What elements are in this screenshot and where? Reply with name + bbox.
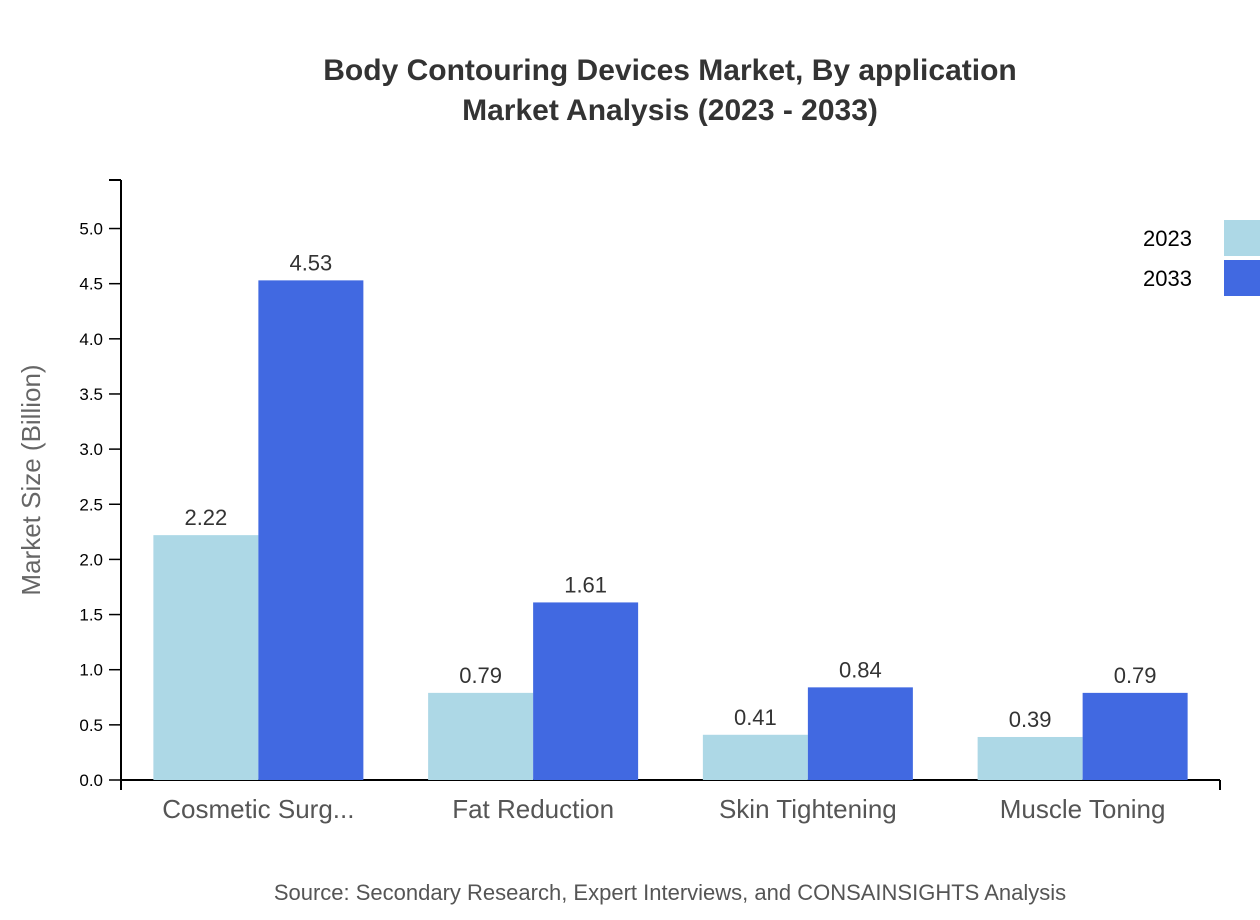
y-tick-label: 3.0	[79, 440, 103, 459]
chart-title: Body Contouring Devices Market, By appli…	[323, 54, 1016, 87]
y-tick-label: 3.5	[79, 385, 103, 404]
y-tick-label: 0.0	[79, 771, 103, 790]
legend-label: 2033	[1143, 266, 1192, 291]
bar-2033	[807, 687, 913, 780]
data-label: 0.41	[734, 705, 777, 730]
y-tick-label: 4.0	[79, 330, 103, 349]
chart-subtitle: Market Analysis (2023 - 2033)	[462, 94, 878, 127]
x-tick-label: Muscle Toning	[1000, 794, 1166, 824]
bar-2023	[153, 535, 259, 780]
y-tick-label: 5.0	[79, 220, 103, 239]
bar-2023	[428, 692, 534, 780]
bar-2033	[258, 280, 364, 780]
y-tick-label: 0.5	[79, 716, 103, 735]
y-tick-label: 2.5	[79, 495, 103, 514]
bar-2033	[1082, 692, 1188, 780]
x-tick-label: Cosmetic Surg...	[162, 794, 354, 824]
data-label: 1.61	[564, 572, 607, 597]
bar-2023	[702, 734, 808, 780]
data-label: 0.39	[1009, 707, 1052, 732]
y-tick-label: 1.5	[79, 606, 103, 625]
bar-2033	[533, 602, 639, 780]
source-note: Source: Secondary Research, Expert Inter…	[274, 880, 1066, 905]
y-tick-label: 2.0	[79, 550, 103, 569]
legend-swatch	[1224, 260, 1260, 296]
legend-label: 2023	[1143, 226, 1192, 251]
data-label: 2.22	[184, 505, 227, 530]
y-axis-label: Market Size (Billion)	[16, 364, 46, 595]
y-tick-label: 4.5	[79, 275, 103, 294]
legend-swatch	[1224, 220, 1260, 256]
data-label: 0.79	[459, 663, 502, 688]
x-tick-label: Fat Reduction	[452, 794, 614, 824]
data-label: 0.79	[1114, 663, 1157, 688]
y-tick-label: 1.0	[79, 661, 103, 680]
x-tick-label: Skin Tightening	[719, 794, 897, 824]
bar-2023	[977, 736, 1083, 780]
data-label: 0.84	[839, 657, 882, 682]
data-label: 4.53	[289, 250, 332, 275]
